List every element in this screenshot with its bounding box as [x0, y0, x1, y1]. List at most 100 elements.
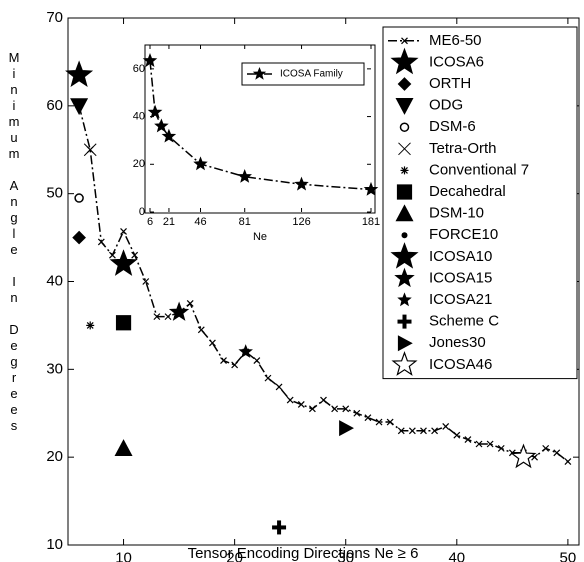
legend-label: ICOSA6: [429, 53, 484, 70]
marker: [153, 313, 161, 321]
marker: [186, 300, 194, 307]
marker-stroke: [264, 374, 272, 382]
marker: [114, 439, 133, 456]
x-tick-label: 46: [194, 216, 206, 228]
marker-stroke: [220, 357, 227, 364]
marker-stroke: [131, 251, 139, 259]
marker-shape: [339, 420, 354, 437]
marker-stroke: [497, 444, 505, 452]
marker-stroke: [109, 251, 116, 259]
marker-stroke: [286, 396, 294, 404]
marker-stroke: [475, 440, 483, 448]
marker-shape: [142, 53, 158, 67]
marker-stroke: [375, 418, 383, 426]
marker-stroke: [353, 409, 361, 417]
marker-stroke: [431, 427, 439, 435]
marker: [65, 60, 94, 87]
marker: [83, 143, 97, 157]
marker-shape: [401, 232, 408, 239]
marker: [220, 357, 227, 364]
marker-stroke: [508, 449, 516, 457]
marker-shape: [391, 351, 418, 376]
marker-stroke: [442, 423, 450, 430]
marker: [394, 267, 415, 288]
marker: [339, 420, 354, 437]
marker-shape: [154, 118, 169, 133]
marker: [237, 169, 252, 183]
marker-stroke: [331, 405, 339, 413]
y-tick-label: 0: [139, 206, 145, 218]
x-tick-label: 30: [337, 549, 354, 562]
marker: [397, 77, 412, 91]
y-tick-label: 40: [46, 272, 63, 289]
marker-shape: [363, 181, 379, 196]
marker: [363, 181, 379, 196]
marker: [397, 427, 405, 435]
marker-shape: [115, 315, 132, 331]
marker: [208, 339, 216, 347]
marker: [275, 383, 283, 391]
marker: [253, 357, 261, 364]
y-tick-label: 20: [46, 448, 63, 465]
marker-stroke: [208, 339, 216, 347]
marker: [353, 409, 361, 417]
marker: [401, 37, 408, 45]
marker-stroke: [342, 405, 350, 413]
marker-shape: [72, 230, 86, 245]
marker-stroke: [486, 440, 494, 448]
marker-shape: [237, 169, 252, 183]
marker: [399, 122, 410, 132]
marker-stroke: [397, 427, 405, 435]
marker-shape: [395, 97, 414, 115]
y-tick-label: 10: [46, 536, 63, 553]
marker-stroke: [553, 449, 561, 457]
marker: [147, 104, 163, 119]
inset-x-axis-label: Ne: [253, 231, 267, 243]
marker: [264, 374, 272, 382]
legend-label: Decahedral: [429, 183, 506, 200]
marker: [395, 97, 414, 115]
marker: [398, 142, 411, 156]
marker-stroke: [398, 142, 411, 156]
marker-stroke: [83, 143, 97, 157]
marker: [164, 313, 172, 321]
marker: [486, 440, 494, 448]
marker: [442, 423, 450, 430]
marker: [86, 321, 95, 330]
y-axis-label: Minimum Angle In Degrees: [7, 50, 22, 434]
marker-stroke: [97, 238, 105, 246]
marker-stroke: [531, 453, 538, 461]
marker: [386, 418, 394, 426]
x-tick-label: 10: [115, 549, 132, 562]
legend-label: Tetra-Orth: [429, 140, 497, 157]
marker-shape: [396, 184, 413, 200]
marker-stroke: [142, 278, 150, 285]
marker-stroke: [564, 458, 572, 465]
marker-stroke: [464, 436, 472, 444]
marker: [397, 314, 412, 329]
legend-label: FORCE10: [429, 226, 498, 243]
marker: [97, 238, 105, 246]
y-tick-label: 60: [46, 97, 63, 114]
x-tick-label: 50: [560, 549, 577, 562]
marker-shape: [390, 242, 419, 269]
x-tick-label: 81: [239, 216, 251, 228]
marker: [154, 118, 169, 133]
legend-label: ORTH: [429, 75, 471, 92]
marker-shape: [65, 60, 94, 87]
marker-shape: [395, 204, 414, 222]
marker: [197, 326, 205, 334]
legend-label: ICOSA15: [429, 269, 492, 286]
marker-stroke: [197, 326, 205, 334]
x-tick-label: 126: [292, 216, 310, 228]
marker: [120, 228, 127, 235]
marker: [74, 193, 84, 203]
marker: [161, 128, 177, 143]
marker: [331, 405, 339, 413]
x-tick-label: 181: [362, 216, 380, 228]
marker: [308, 405, 316, 413]
marker-stroke: [542, 444, 550, 452]
legend-label: DSM-6: [429, 118, 476, 135]
marker-stroke: [297, 401, 305, 408]
